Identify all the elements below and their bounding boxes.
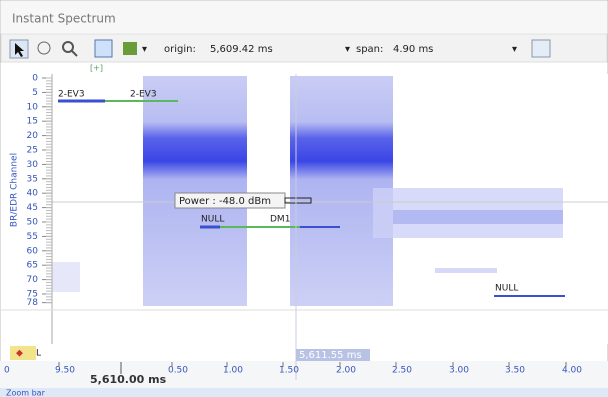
x-tick-label: 3.50 xyxy=(505,366,525,376)
span-label: span: xyxy=(356,44,383,55)
spectrum-band xyxy=(52,262,80,292)
layout-button[interactable] xyxy=(94,39,113,58)
plot-area: 2-EV3 2-EV3 NULL DM1 NULL Power : -48.0 … xyxy=(0,74,608,344)
origin-label: origin: xyxy=(164,44,196,55)
y-tick-label: 15 xyxy=(27,117,38,127)
x-tick-label: 9.50 xyxy=(55,366,75,376)
x-tick-label: 3.00 xyxy=(449,366,469,376)
y-tick-label: 40 xyxy=(27,189,39,199)
y-tick-label: 45 xyxy=(27,203,38,213)
spectrum-band xyxy=(393,210,563,224)
packet-label: DM1 xyxy=(270,215,290,225)
layer-label: L xyxy=(36,349,41,359)
spectrum-band xyxy=(143,76,247,306)
span-value[interactable]: 4.90 ms xyxy=(393,44,433,55)
dropdown-caret[interactable]: ▾ xyxy=(512,44,517,55)
x-tick-label: 2.00 xyxy=(336,366,356,376)
dropdown-caret[interactable]: ▾ xyxy=(142,44,147,55)
y-tick-label: 35 xyxy=(27,174,38,184)
window-title: Instant Spectrum xyxy=(12,12,116,26)
tooltip-marker xyxy=(284,197,312,204)
title-bar xyxy=(1,1,607,33)
cursor-label-box xyxy=(296,349,370,361)
x-tick-label: 2.50 xyxy=(392,366,412,376)
x-tick-label: 1.00 xyxy=(223,366,243,376)
packet-label: NULL xyxy=(201,215,224,225)
y-tick-label: 20 xyxy=(27,131,39,141)
marker-button[interactable] xyxy=(123,42,137,55)
y-tick-label: 75 xyxy=(27,290,38,300)
layer-icon: ◆ xyxy=(16,349,23,359)
time-axis xyxy=(0,361,608,388)
packet-label: 2-EV3 xyxy=(58,90,85,100)
pan-tool[interactable] xyxy=(37,41,51,55)
y-axis-label: BR/EDR Channel xyxy=(10,153,20,227)
zoom-bar[interactable] xyxy=(0,388,608,397)
cursor-label: 5,611.55 ms xyxy=(299,350,362,361)
origin-value[interactable]: 5,609.42 ms xyxy=(210,44,273,55)
dropdown-caret[interactable]: ▾ xyxy=(345,44,350,55)
y-tick-label: 55 xyxy=(27,232,38,242)
y-tick-label: 78 xyxy=(27,298,39,308)
y-tick-label: 0 xyxy=(32,74,38,84)
layer-button[interactable] xyxy=(10,346,36,360)
x-base-label: 5,610.00 ms xyxy=(90,373,167,386)
x-tick-label: 1.50 xyxy=(279,366,299,376)
arrow-icon xyxy=(15,43,24,57)
zoom-handle xyxy=(71,50,78,57)
packet-label: NULL xyxy=(495,284,518,294)
x-tick-label: 0.50 xyxy=(168,366,188,376)
zoom-bar-label: Zoom bar xyxy=(6,389,46,397)
packet-label: 2-EV3 xyxy=(130,90,157,100)
y-tick-label: 25 xyxy=(27,146,38,156)
x-tick-label: 0 xyxy=(4,366,10,376)
y-tick-label: 30 xyxy=(27,160,39,170)
y-tick-label: 50 xyxy=(27,218,39,228)
x-tick-label: 4.00 xyxy=(562,366,582,376)
copy-button[interactable] xyxy=(531,39,551,58)
expander[interactable]: [+] xyxy=(90,64,103,73)
tooltip-text: Power : -48.0 dBm xyxy=(179,196,271,207)
spectrum-band xyxy=(435,268,497,273)
y-tick-label: 70 xyxy=(27,275,39,285)
y-tick-label: 65 xyxy=(27,261,38,271)
y-tick-label: 60 xyxy=(27,246,39,256)
y-tick-label: 10 xyxy=(27,102,39,112)
zoom-tool[interactable] xyxy=(62,41,74,53)
y-tick-label: 5 xyxy=(32,88,38,98)
